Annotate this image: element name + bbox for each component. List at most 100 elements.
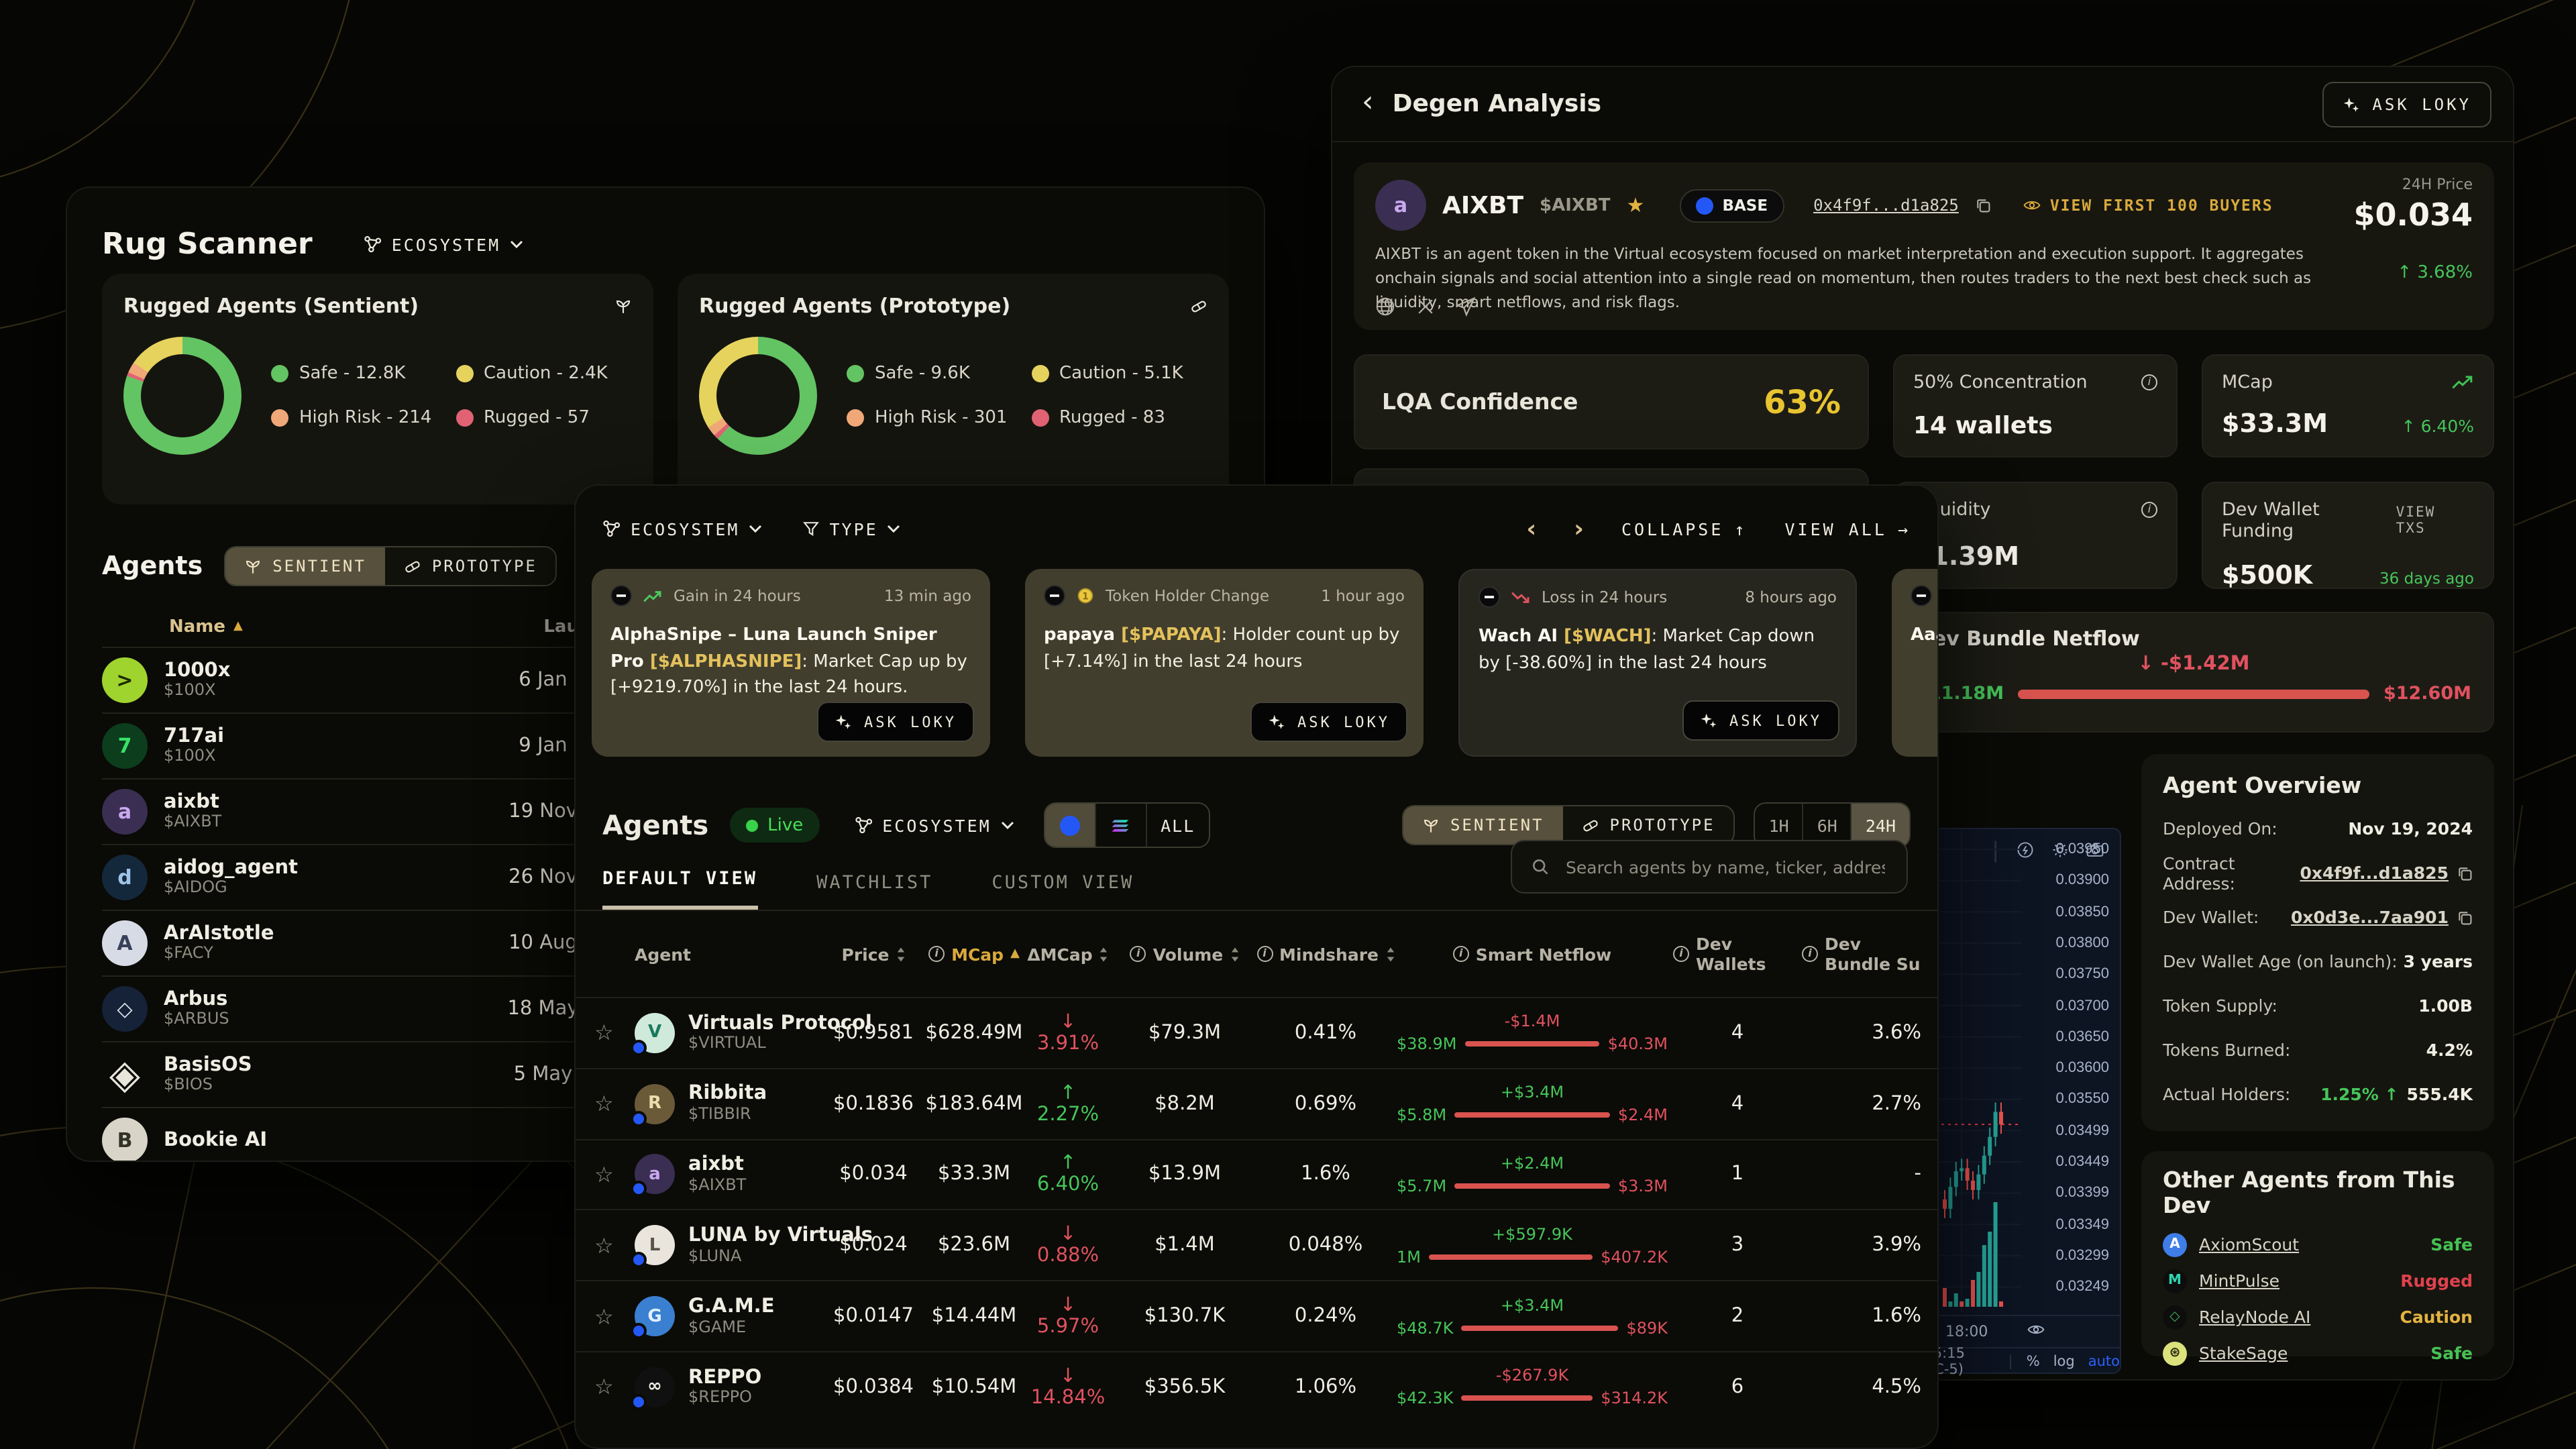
netflow-delta: +$2.4M (1500, 1153, 1564, 1173)
view-txs-link[interactable]: VIEW TXS (2396, 504, 2436, 537)
news-card[interactable]: 1 Token Holder Change 1 hour ago papaya [$P… (1025, 569, 1424, 757)
tab-sentient[interactable]: SENTIENT (225, 547, 385, 585)
column-mcap[interactable]: i MCap ▲ (922, 944, 1026, 964)
netflow-delta: ↓ -$1.42M (2137, 653, 2250, 675)
search-input[interactable] (1563, 855, 1888, 878)
timeframe-24h[interactable]: 24H (1851, 804, 1909, 847)
sort-asc-icon: ▲ (1010, 947, 1020, 961)
tab-custom-view[interactable]: CUSTOM VIEW (991, 872, 1134, 894)
table-row[interactable]: ☆ a aixbt $AIXBT $0.034 $33.3M ↑ 6.40% $13.9M 1.… (576, 1138, 1937, 1210)
legend-item: Caution - 2.4K (455, 364, 632, 384)
news-card[interactable]: Loss in 24 hours 8 hours ago Wach AI [$WAC… (1458, 569, 1857, 757)
tab-sentient[interactable]: SENTIENT (1403, 806, 1563, 844)
type-filter[interactable]: TYPE (802, 519, 900, 539)
contract-address-link[interactable]: 0x4f9f...d1a825 (1813, 196, 1959, 215)
ask-loky-button[interactable]: ASK LOKY (1682, 700, 1839, 741)
watchlist-star-icon[interactable]: ☆ (594, 1091, 614, 1117)
carousel-prev-button[interactable]: ‹ (1526, 515, 1537, 543)
virtuals-logo-icon (1479, 586, 1500, 608)
token-ticker: $AIXBT (1540, 195, 1611, 215)
carousel-next-button[interactable]: › (1574, 515, 1584, 543)
column-dev-wallets[interactable]: i Dev Wallets (1673, 934, 1802, 974)
table-row[interactable]: ☆ V Virtuals Protocol $VIRTUAL $0.9581 $628.4… (576, 997, 1937, 1068)
address-link[interactable]: 0x0d3e...7aa901 (2291, 907, 2449, 927)
tab-prototype[interactable]: PROTOTYPE (385, 547, 556, 585)
percent-scale-toggle[interactable]: % (2026, 1354, 2040, 1370)
eye-icon[interactable] (2027, 1323, 2045, 1336)
watchlist-star-icon[interactable]: ☆ (594, 1232, 614, 1258)
column-name[interactable]: Name ▲ (169, 616, 243, 637)
ask-loky-button[interactable]: ASK LOKY (2322, 82, 2491, 127)
chain-solana-toggle[interactable] (1096, 804, 1147, 847)
chain-base-toggle[interactable] (1044, 804, 1096, 847)
log-scale-toggle[interactable]: log (2053, 1354, 2075, 1370)
mindshare-cell: 0.41% (1294, 1022, 1357, 1044)
timeframe-6h[interactable]: 6H (1804, 804, 1852, 847)
telegram-icon[interactable] (1456, 297, 1476, 317)
news-card[interactable]: Gain in 24 hours 13 min ago AlphaSnipe – L… (592, 569, 990, 757)
chain-all-toggle[interactable]: ALL (1161, 815, 1195, 835)
agent-ticker: $AIXBT (688, 1175, 747, 1194)
other-agent-link[interactable]: AxiomScout (2199, 1234, 2300, 1254)
column-volume[interactable]: i Volume (1110, 944, 1260, 964)
smart-netflow-cell: -$267.9K $42.3K $314.2K (1391, 1366, 1673, 1408)
other-agent-link[interactable]: RelayNode AI (2199, 1307, 2311, 1327)
avatar: ◇ (2163, 1305, 2187, 1329)
view-first-buyers-link[interactable]: VIEW FIRST 100 BUYERS (2023, 196, 2273, 215)
table-row[interactable]: ☆ L LUNA by Virtuals $LUNA $0.024 $23.6M ↓ 0.8… (576, 1209, 1937, 1281)
address-link[interactable]: 0x4f9f...d1a825 (2300, 863, 2449, 883)
column--mcap[interactable]: ΔMCap (1026, 944, 1110, 964)
news-card[interactable]: Aaave [$GOT the las (1892, 569, 1937, 757)
favorite-star-icon[interactable]: ★ (1626, 193, 1645, 217)
other-agent-link[interactable]: MintPulse (2199, 1271, 2279, 1291)
tab-default-view[interactable]: DEFAULT VIEW (602, 868, 758, 910)
column-label: Volume (1152, 944, 1224, 964)
chain-badge: BASE (1679, 189, 1784, 222)
ask-loky-button[interactable]: ASK LOKY (1250, 702, 1407, 742)
ecosystem-filter[interactable]: ECOSYSTEM (364, 234, 523, 254)
table-row[interactable]: ☆ R Ribbita $TIBBIR $0.1836 $183.64M ↑ 2.27% $8… (576, 1067, 1937, 1139)
overview-row: Actual Holders: 1.25% ↑ 555.4K (2163, 1072, 2473, 1116)
avatar: A (102, 920, 148, 966)
watchlist-star-icon[interactable]: ☆ (594, 1020, 614, 1046)
info-icon[interactable]: i (2141, 502, 2157, 518)
ecosystem-filter[interactable]: ECOSYSTEM (854, 815, 1014, 835)
ask-loky-button[interactable]: ASK LOKY (817, 702, 974, 742)
info-icon[interactable]: i (2141, 374, 2157, 390)
legend-item: Safe - 9.6K (847, 364, 1023, 384)
time-axis-label: 18:00 (1945, 1323, 1988, 1340)
copy-icon[interactable] (2457, 865, 2473, 881)
timeframe-1h[interactable]: 1H (1756, 804, 1804, 847)
column-price[interactable]: Price (825, 944, 922, 964)
camera-icon[interactable] (2086, 843, 2104, 857)
tab-prototype[interactable]: PROTOTYPE (1563, 806, 1734, 844)
other-agent-link[interactable]: StakeSage (2199, 1343, 2288, 1363)
gear-icon[interactable] (2051, 841, 2069, 859)
website-globe-icon[interactable] (1375, 297, 1395, 317)
ecosystem-filter[interactable]: ECOSYSTEM (602, 519, 762, 539)
watchlist-star-icon[interactable]: ☆ (594, 1303, 614, 1330)
netflow-in-label: 1M (1397, 1247, 1421, 1267)
view-all-link[interactable]: VIEW ALL → (1784, 519, 1911, 539)
avatar: M (2163, 1269, 2187, 1293)
status-badge: Caution (2400, 1307, 2473, 1327)
concentration-value: 14 wallets (1913, 412, 2053, 440)
watchlist-star-icon[interactable]: ☆ (594, 1161, 614, 1187)
table-row[interactable]: ☆ ∞ REPPO $REPPO $0.0384 $10.54M ↓ 14.84% $356.… (576, 1350, 1937, 1422)
table-row[interactable]: ☆ G G.A.M.E $GAME $0.0147 $14.44M ↓ 5.97% $130.… (576, 1280, 1937, 1351)
collapse-button[interactable]: COLLAPSE ↑ (1621, 519, 1748, 539)
watchlist-star-icon[interactable]: ☆ (594, 1374, 614, 1400)
back-icon[interactable]: ‹ (1362, 86, 1374, 119)
copy-icon[interactable] (1975, 197, 1991, 213)
column-agent[interactable]: Agent (635, 944, 825, 964)
news-time: 8 hours ago (1745, 588, 1837, 606)
column-smart-netflow[interactable]: i Smart Netflow (1391, 944, 1673, 964)
auto-scale-toggle[interactable]: auto (2088, 1354, 2120, 1370)
legend-dot (847, 409, 864, 427)
copy-icon[interactable] (2457, 909, 2473, 925)
tab-watchlist[interactable]: WATCHLIST (816, 872, 933, 894)
column-mindshare[interactable]: i Mindshare (1256, 944, 1394, 964)
x-twitter-icon[interactable] (1417, 297, 1434, 317)
column-dev-bundle-su[interactable]: i Dev Bundle Su (1802, 934, 1921, 974)
